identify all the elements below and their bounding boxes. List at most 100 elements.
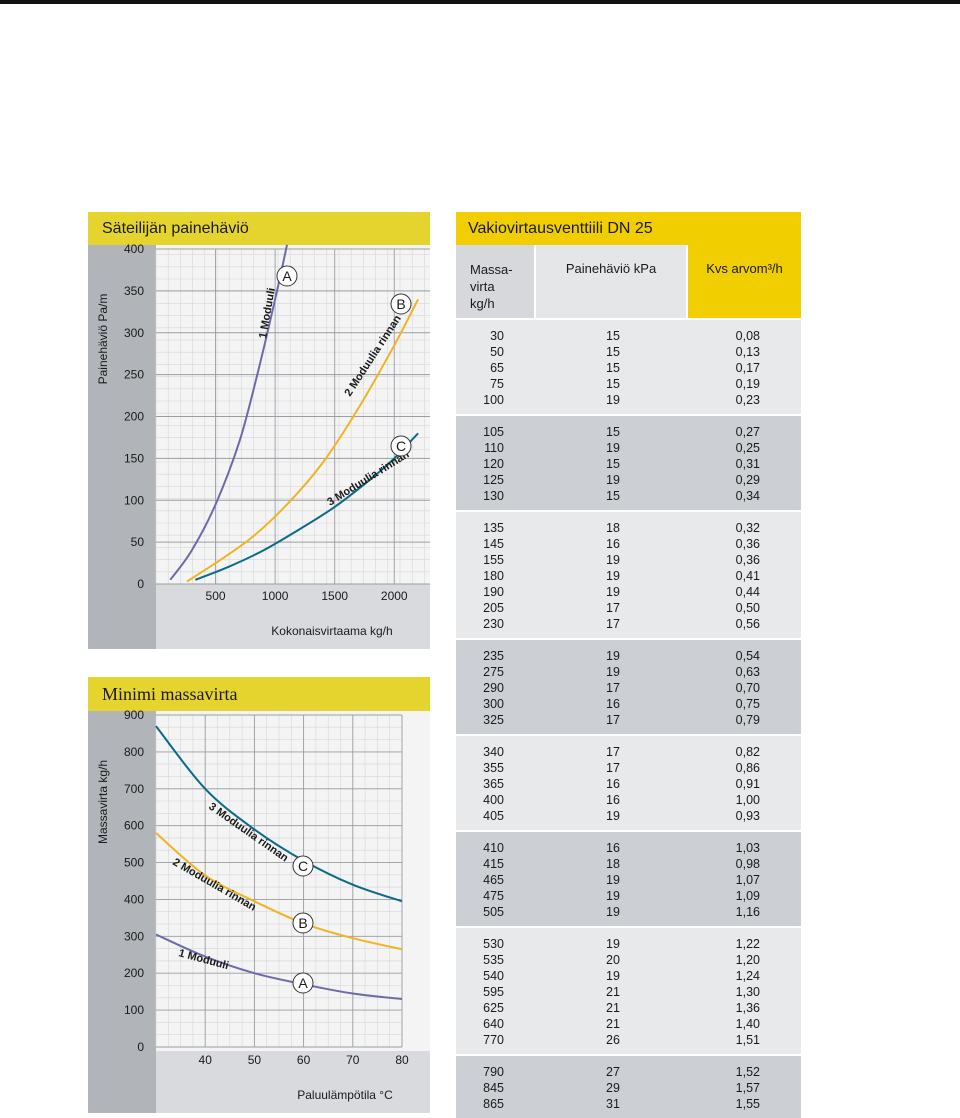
table-row: 640 21 1,40 bbox=[456, 1016, 801, 1032]
table-row: 290 17 0,70 bbox=[456, 680, 801, 696]
cell-mass: 400 bbox=[483, 793, 504, 807]
cell-mass: 235 bbox=[483, 649, 504, 663]
pressure-marker-letter-c: C bbox=[396, 438, 406, 454]
minflow-series-name-b: 2 Moduulia rinnan bbox=[171, 856, 259, 914]
table-row: 355 17 0,86 bbox=[456, 760, 801, 776]
cell-kvs: 1,40 bbox=[735, 1017, 760, 1031]
cell-kvs: 0,98 bbox=[735, 857, 760, 871]
cell-kvs: 0,50 bbox=[735, 601, 760, 615]
cell-kvs: 0,36 bbox=[735, 537, 760, 551]
table-row: 540 19 1,24 bbox=[456, 968, 801, 984]
cell-mass: 180 bbox=[483, 569, 504, 583]
cell-pressure: 15 bbox=[606, 377, 620, 391]
minflow-y-tick-500: 500 bbox=[124, 856, 144, 870]
cell-pressure: 15 bbox=[606, 329, 620, 343]
pressure-grid bbox=[155, 248, 430, 585]
cell-mass: 475 bbox=[483, 889, 504, 903]
pressure-series-line-b bbox=[186, 298, 419, 583]
cell-kvs: 1,36 bbox=[735, 1001, 760, 1015]
cell-kvs: 0,63 bbox=[735, 665, 760, 679]
table-row: 505 19 1,16 bbox=[456, 904, 801, 920]
minflow-y-band bbox=[88, 711, 156, 1113]
cell-kvs: 0,19 bbox=[735, 377, 760, 391]
table-row: 75 15 0,19 bbox=[456, 376, 801, 392]
cell-kvs: 1,24 bbox=[735, 969, 760, 983]
cell-kvs: 1,51 bbox=[735, 1033, 760, 1047]
cell-pressure: 16 bbox=[606, 537, 620, 551]
cell-pressure: 31 bbox=[606, 1097, 620, 1111]
table-row: 405 19 0,93 bbox=[456, 808, 801, 824]
cell-pressure: 19 bbox=[606, 889, 620, 903]
cell-pressure: 19 bbox=[606, 649, 620, 663]
cell-kvs: 1,07 bbox=[735, 873, 760, 887]
cell-pressure: 20 bbox=[606, 953, 620, 967]
cell-mass: 120 bbox=[483, 457, 504, 471]
cell-pressure: 17 bbox=[606, 745, 620, 759]
cell-pressure: 17 bbox=[606, 601, 620, 615]
cell-mass: 205 bbox=[483, 601, 504, 615]
minflow-marker-letter-c: C bbox=[298, 858, 308, 874]
table-row: 530 19 1,22 bbox=[456, 936, 801, 952]
cell-pressure: 19 bbox=[606, 905, 620, 919]
cell-pressure: 15 bbox=[606, 345, 620, 359]
pressure-y-tick-300: 300 bbox=[124, 326, 144, 340]
col-pressure-header: Painehäviö kPa bbox=[536, 245, 686, 318]
cell-kvs: 1,00 bbox=[735, 793, 760, 807]
table-row: 125 19 0,29 bbox=[456, 472, 801, 488]
cell-kvs: 1,57 bbox=[735, 1081, 760, 1095]
cell-mass: 365 bbox=[483, 777, 504, 791]
cell-mass: 790 bbox=[483, 1065, 504, 1079]
table-row-group-4: 235 19 0,54 275 19 0,63 290 17 0,70 300 16 0,75 325 1… bbox=[456, 640, 801, 734]
table-row: 770 26 1,51 bbox=[456, 1032, 801, 1048]
cell-mass: 535 bbox=[483, 953, 504, 967]
table-row: 340 17 0,82 bbox=[456, 744, 801, 760]
pressure-x-band bbox=[156, 584, 430, 649]
cell-kvs: 0,32 bbox=[735, 521, 760, 535]
table-row: 325 17 0,79 bbox=[456, 712, 801, 728]
cell-pressure: 18 bbox=[606, 857, 620, 871]
minflow-y-tick-0: 0 bbox=[137, 1040, 144, 1054]
cell-pressure: 19 bbox=[606, 553, 620, 567]
cell-kvs: 0,13 bbox=[735, 345, 760, 359]
cell-pressure: 19 bbox=[606, 873, 620, 887]
cell-pressure: 15 bbox=[606, 425, 620, 439]
pressure-marker-circle-c bbox=[390, 435, 412, 457]
pressure-y-tick-50: 50 bbox=[131, 535, 145, 549]
cell-pressure: 21 bbox=[606, 1001, 620, 1015]
cell-mass: 125 bbox=[483, 473, 504, 487]
pressure-plot-bg bbox=[156, 245, 430, 584]
pressure-x-tick-1000: 1000 bbox=[262, 589, 289, 603]
minflow-panel-title: Minimi massavirta bbox=[88, 677, 430, 711]
cell-pressure: 19 bbox=[606, 441, 620, 455]
cell-kvs: 0,36 bbox=[735, 553, 760, 567]
cell-mass: 415 bbox=[483, 857, 504, 871]
cell-pressure: 19 bbox=[606, 585, 620, 599]
table-row: 845 29 1,57 bbox=[456, 1080, 801, 1096]
minflow-x-tick-70: 70 bbox=[346, 1053, 360, 1067]
minflow-y-tick-900: 900 bbox=[124, 708, 144, 722]
cell-kvs: 0,08 bbox=[735, 329, 760, 343]
table-row: 105 15 0,27 bbox=[456, 424, 801, 440]
minflow-series-name-a: 1 Moduuli bbox=[177, 947, 230, 972]
table-row: 230 17 0,56 bbox=[456, 616, 801, 632]
cell-mass: 135 bbox=[483, 521, 504, 535]
minflow-y-tick-200: 200 bbox=[124, 966, 144, 980]
table-row: 135 18 0,32 bbox=[456, 520, 801, 536]
cell-pressure: 19 bbox=[606, 969, 620, 983]
minflow-x-tick-40: 40 bbox=[199, 1053, 213, 1067]
cell-kvs: 0,75 bbox=[735, 697, 760, 711]
cell-pressure: 15 bbox=[606, 457, 620, 471]
cell-mass: 505 bbox=[483, 905, 504, 919]
minflow-plot-bg bbox=[156, 711, 430, 1051]
valve-table-header: Massa- virta kg/h Painehäviö kPa Kvs arv… bbox=[456, 245, 801, 318]
cell-kvs: 0,29 bbox=[735, 473, 760, 487]
table-row: 235 19 0,54 bbox=[456, 648, 801, 664]
cell-mass: 300 bbox=[483, 697, 504, 711]
pressure-marker-letter-b: B bbox=[396, 296, 405, 312]
table-row: 300 16 0,75 bbox=[456, 696, 801, 712]
cell-kvs: 0,91 bbox=[735, 777, 760, 791]
pressure-x-tick-1500: 1500 bbox=[321, 589, 348, 603]
minflow-x-band bbox=[156, 1051, 430, 1113]
cell-mass: 290 bbox=[483, 681, 504, 695]
